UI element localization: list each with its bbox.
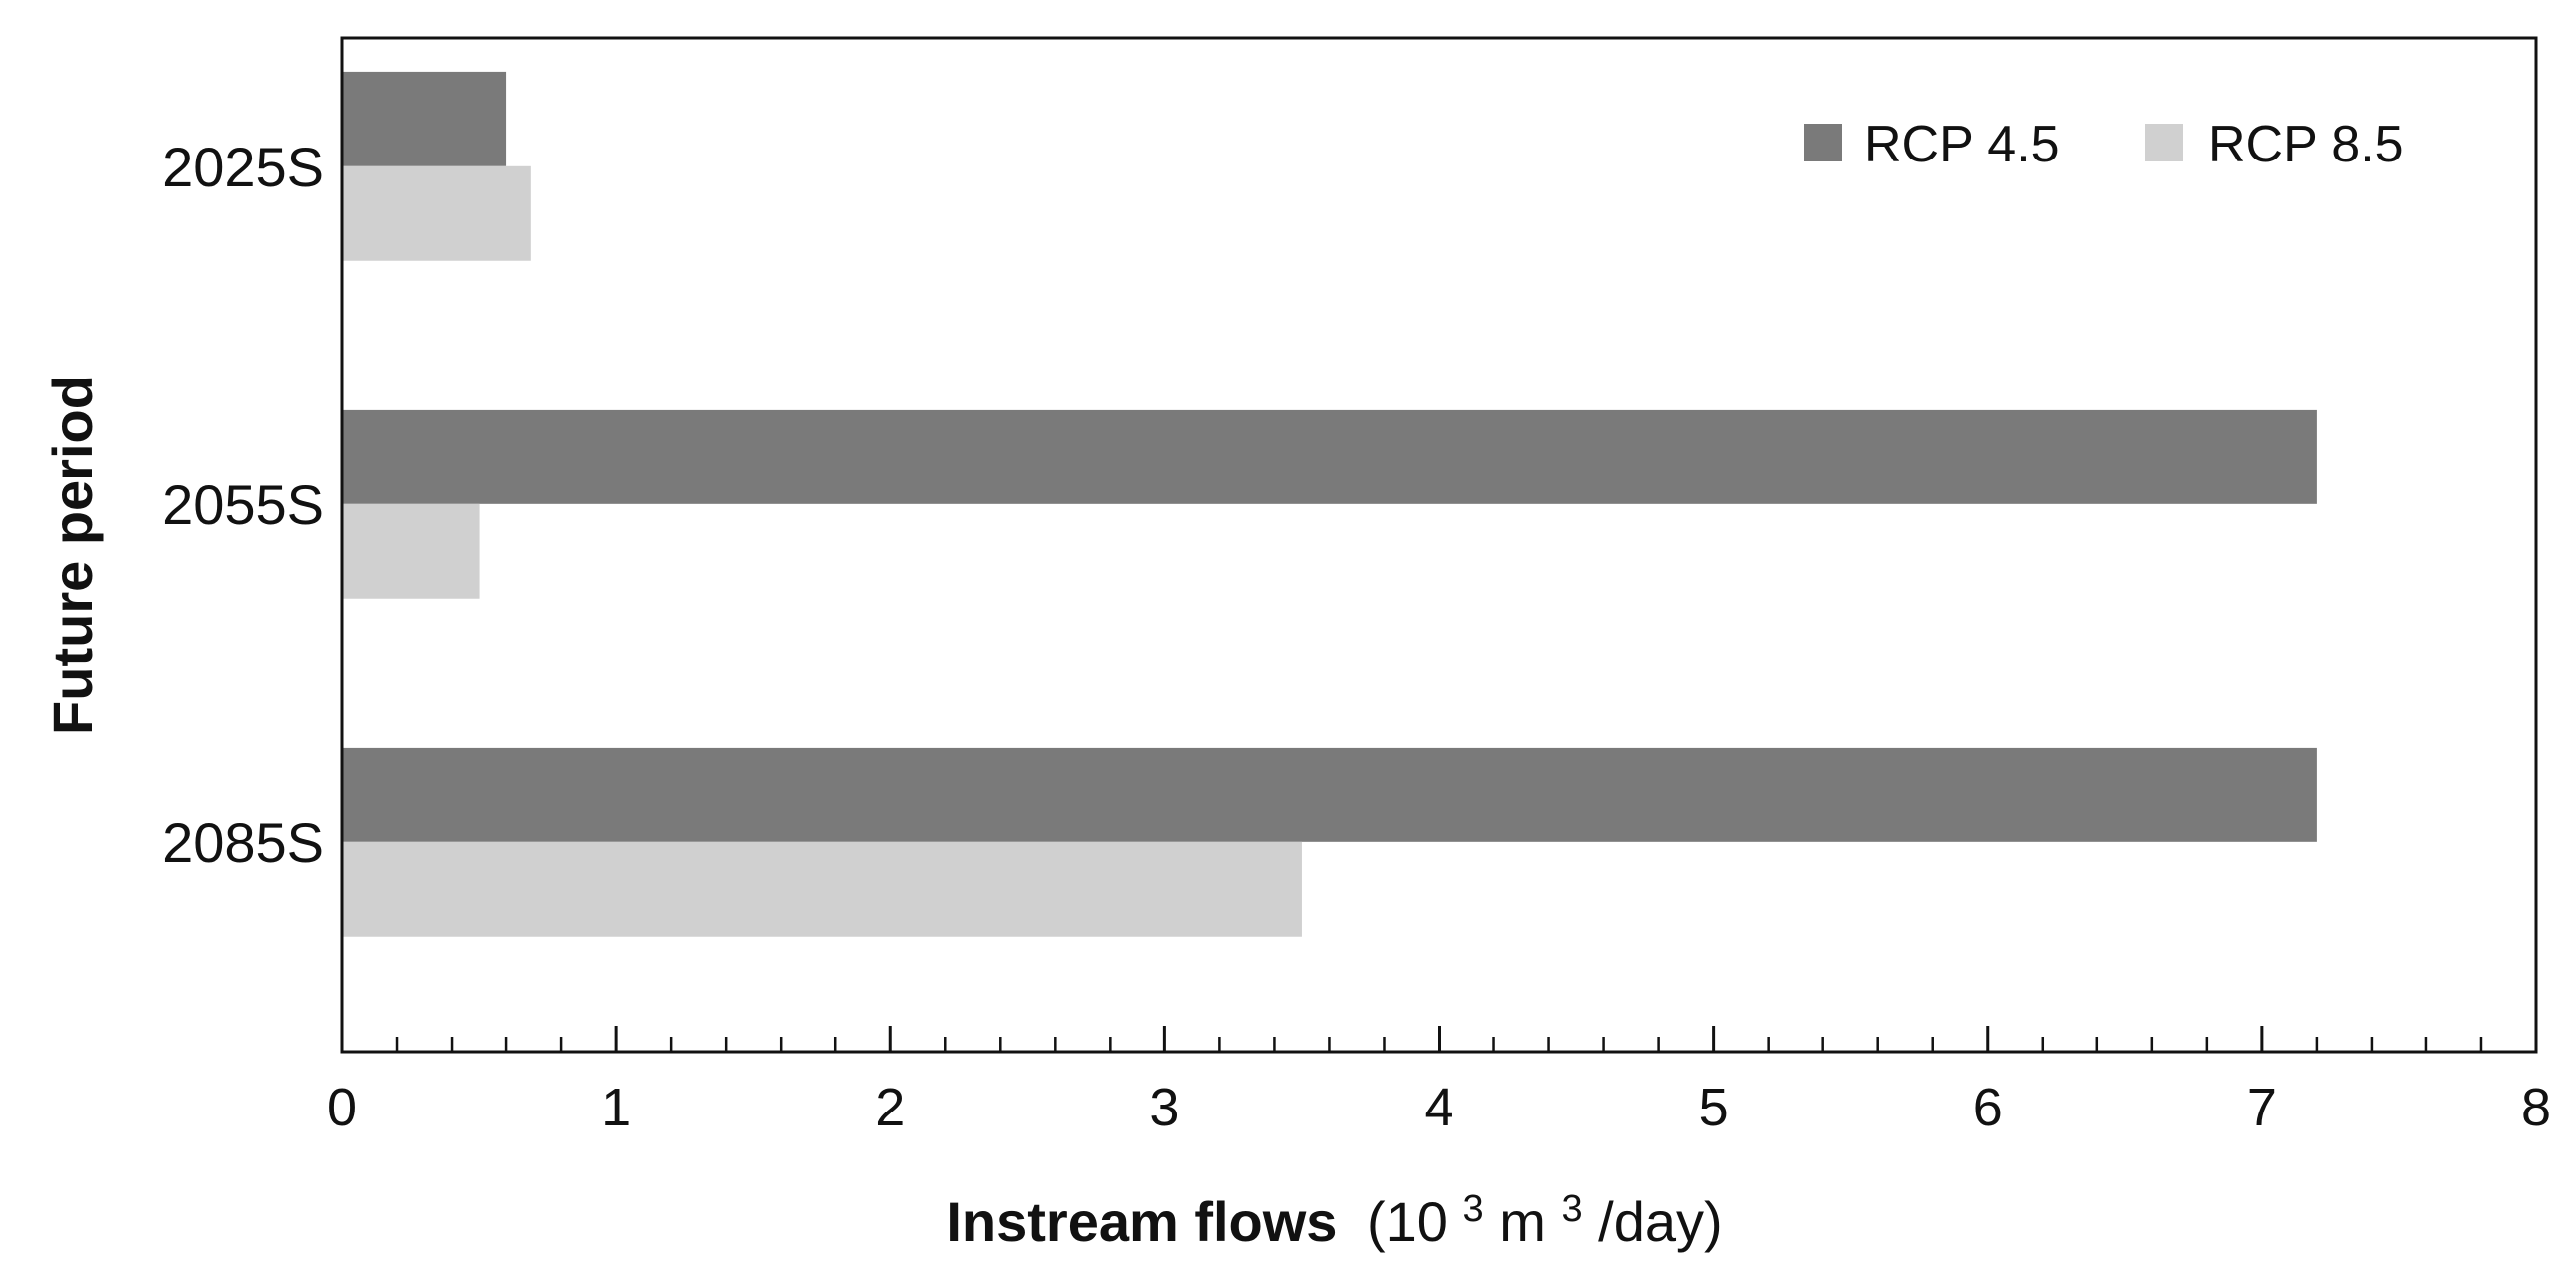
legend-label-series-2: RCP 8.5 <box>2208 116 2404 173</box>
x-axis-title-unit-close: /day) <box>1598 1190 1723 1253</box>
x-axis-title-unit-open: (10 <box>1367 1190 1448 1253</box>
x-tick-label: 0 <box>327 1078 357 1137</box>
x-tick-label: 5 <box>1699 1078 1729 1137</box>
x-tick-label: 8 <box>2521 1078 2551 1137</box>
y-category-label: 2055S <box>162 474 324 536</box>
y-axis-title: Future period <box>41 375 104 735</box>
x-tick-label: 7 <box>2247 1078 2277 1137</box>
legend-label-series-1: RCP 4.5 <box>1864 116 2060 173</box>
x-tick-label: 4 <box>1424 1078 1453 1137</box>
x-axis-title-unit-mid: m <box>1499 1190 1546 1253</box>
bar-2055S-series-2 <box>342 503 480 599</box>
bar-2025S-series-1 <box>342 71 507 166</box>
bar-2085S-series-2 <box>342 841 1302 937</box>
x-axis-title: Instream flows (10 3 m 3 /day) <box>946 1170 1722 1253</box>
x-tick-label: 2 <box>875 1078 905 1137</box>
x-axis-title-main: Instream flows <box>946 1190 1337 1253</box>
x-axis-title-sup-2: 3 <box>1561 1188 1582 1230</box>
x-tick-label: 6 <box>1973 1078 2003 1137</box>
y-category-label: 2085S <box>162 811 324 874</box>
bar-2085S-series-1 <box>342 747 2317 842</box>
y-category-label: 2025S <box>162 136 324 198</box>
x-tick-label: 3 <box>1149 1078 1179 1137</box>
x-tick-label: 1 <box>601 1078 631 1137</box>
legend-swatch-series-1 <box>1804 124 1842 161</box>
x-axis-title-sup-1: 3 <box>1463 1188 1484 1230</box>
bar-2025S-series-2 <box>342 165 531 261</box>
legend: RCP 4.5 RCP 8.5 <box>1804 116 2404 173</box>
legend-swatch-series-2 <box>2145 124 2183 161</box>
bar-2055S-series-1 <box>342 409 2317 504</box>
